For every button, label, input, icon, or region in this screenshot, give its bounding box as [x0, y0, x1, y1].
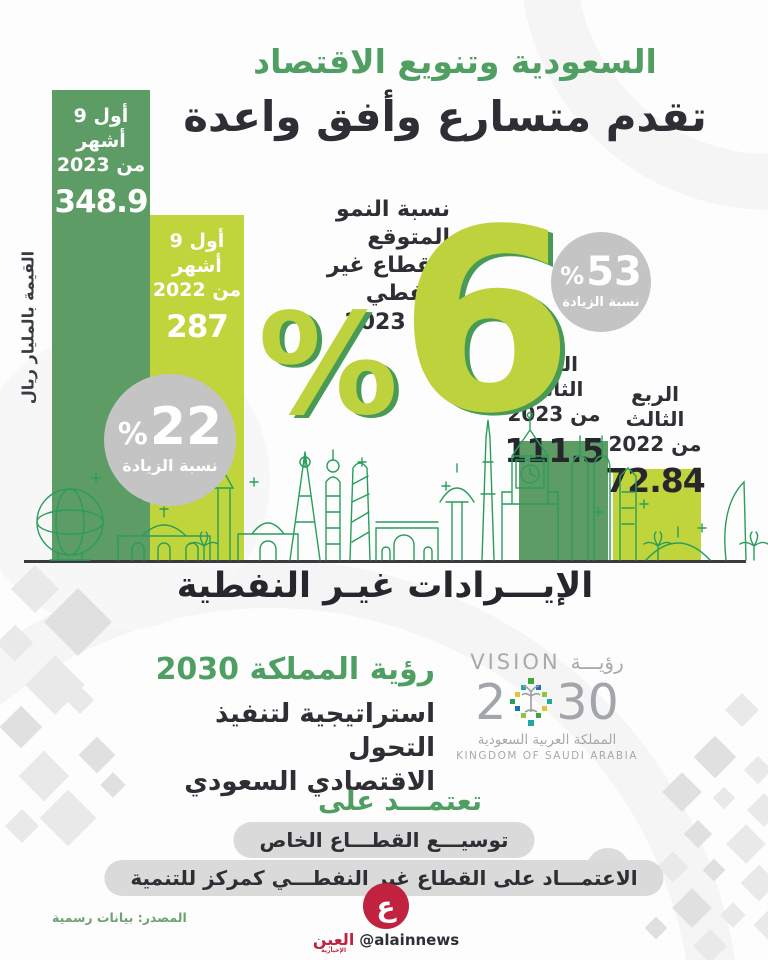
caption-line: للقطاع غير النفطي — [326, 253, 450, 307]
alain-handle: @alainnews — [359, 931, 460, 949]
bar-label-line1: أول 9 أشهر — [73, 105, 129, 152]
vision-country-ar: المملكة العربية السعودية — [477, 732, 617, 748]
bar-2022-q3-label: الربع الثالث من 2022 72.84 — [600, 382, 710, 501]
bar-label-line1: الربع الثالث — [625, 382, 685, 431]
diamond-decoration — [712, 786, 736, 810]
badge-label: نسبة الزيادة — [122, 455, 218, 475]
vision-country-en: KINGDOM OF SAUDI ARABIA — [456, 750, 638, 762]
bar-value: 287 — [166, 309, 229, 346]
page-title: السعودية وتنويع الاقتصاد — [253, 42, 657, 81]
bar-label-line2: من 2022 — [608, 432, 702, 456]
growth-caption: نسبة النمو المتوقع للقطاع غير النفطي في … — [250, 196, 450, 337]
vision-logo-en: VISION — [470, 650, 561, 674]
diamond-decoration — [725, 693, 759, 727]
depends-pill-private-sector: توسيـــع القطـــاع الخاص — [233, 822, 535, 858]
skyline-illustration — [36, 411, 768, 561]
vision-sub-line2: الاقتصادي السعودي — [184, 766, 435, 797]
caption-line: في 2023 — [344, 309, 450, 335]
diamond-decoration — [743, 755, 768, 785]
alain-brand-ar: العين — [312, 930, 355, 949]
badge-value: 22 — [149, 397, 223, 458]
percent-sign: % — [560, 262, 585, 291]
bar-label-line1: الربع الثالث — [524, 352, 584, 401]
bar-label-line2: من 2022 — [152, 279, 242, 302]
diamond-decoration — [753, 909, 768, 941]
percent-sign: % — [117, 417, 148, 453]
increase-badge-22: % 22 نسبة الزيادة — [104, 374, 236, 506]
bar-value: 72.84 — [605, 461, 705, 500]
badge-value: 53 — [586, 248, 642, 295]
y-axis-label: القيمة بالمليار ريال — [18, 250, 38, 405]
diamond-decoration — [740, 864, 768, 902]
vision-2030-logo: VISION رؤيـــة 2 30 المملكة العربية السع… — [447, 650, 647, 762]
increase-badge-53: % 53 نسبة الزيادة — [551, 232, 651, 332]
bar-2023-q3-label: الربع الثالث من 2023 111.5 — [498, 352, 610, 471]
chart-baseline — [24, 560, 746, 563]
bar-value: 348.9 — [54, 184, 148, 221]
bar-label-line2: من 2023 — [507, 402, 601, 426]
section-title: الإيـــرادات غيـر النفطية — [176, 566, 594, 606]
alain-brand-sub: الإخبارية — [321, 947, 347, 954]
bar-2023-q3 — [519, 441, 608, 561]
vision-emblem-icon — [510, 678, 553, 726]
alain-news-logo: ع العين الإخبارية @alainnews — [296, 882, 476, 954]
vision-year-right: 30 — [556, 673, 619, 731]
diamond-decoration — [726, 824, 766, 864]
badge-label: نسبة الزيادة — [562, 294, 640, 310]
diamond-decoration — [693, 735, 737, 779]
percent-sign: % — [258, 283, 399, 447]
vision-sub-line1: استراتيجية لتنفيذ التحول — [214, 699, 435, 763]
bar-2023-9months: أول 9 أشهر من 2023 348.9 — [52, 90, 150, 561]
vision-logo-ar: رؤيـــة — [570, 650, 624, 674]
page-subtitle: تقدم متسارع وأفق واعدة — [183, 92, 707, 141]
vision-heading: رؤية المملكة 2030 — [155, 652, 435, 687]
growth-value: 6 — [398, 176, 573, 470]
bar-label-line2: من 2023 — [56, 154, 146, 177]
vision-subheading: استراتيجية لتنفيذ التحول الاقتصادي السعو… — [120, 698, 435, 799]
source-note: المصدر: بيانات رسمية — [52, 910, 187, 925]
alain-logo-icon: ع — [363, 883, 409, 929]
diamond-decoration — [747, 793, 768, 827]
growth-rate-figure: % 6 — [252, 196, 574, 448]
bar-label-line1: أول 9 أشهر — [169, 230, 225, 277]
vision-year-left: 2 — [475, 673, 507, 731]
svg-text:ع: ع — [376, 890, 397, 923]
depends-heading: تعتمـــد على — [318, 786, 482, 817]
caption-line: نسبة النمو المتوقع — [336, 197, 450, 251]
